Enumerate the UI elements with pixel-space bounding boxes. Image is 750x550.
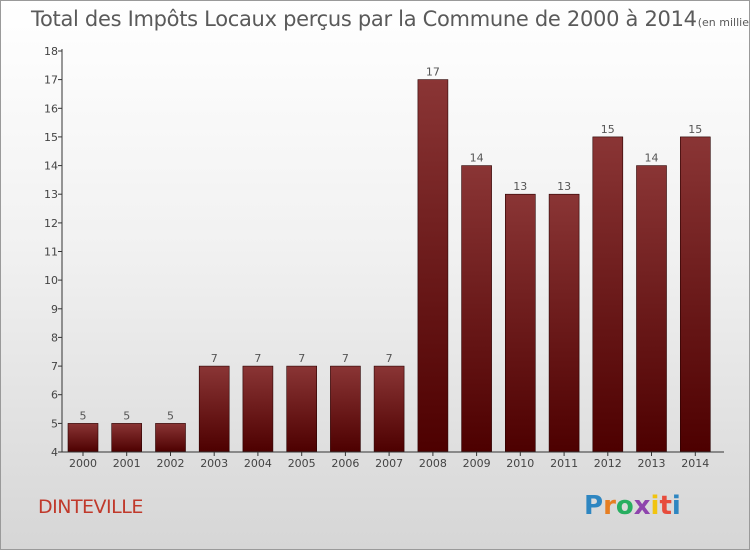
- y-tick-label-7: 7: [51, 360, 58, 373]
- data-label-2006: 7: [342, 352, 349, 365]
- logo-letter: r: [603, 491, 616, 521]
- bar-2000: [67, 423, 99, 453]
- x-tick-label-2003: 2003: [200, 457, 228, 470]
- bar-2010: [504, 193, 536, 453]
- chart-subtitle: (en milliers d'€): [697, 16, 749, 29]
- bar-2005: [286, 365, 318, 453]
- x-tick-label-2008: 2008: [419, 457, 447, 470]
- y-tick-label-9: 9: [51, 303, 58, 316]
- y-tick-label-11: 11: [44, 246, 58, 259]
- data-label-2007: 7: [386, 352, 393, 365]
- data-label-2012: 15: [601, 123, 615, 136]
- logo-letter: i: [650, 491, 660, 521]
- commune-name: DINTEVILLE: [38, 496, 143, 518]
- y-tick-label-6: 6: [51, 389, 58, 402]
- data-label-2004: 7: [254, 352, 261, 365]
- data-label-2008: 17: [426, 66, 440, 79]
- logo-letter: x: [633, 491, 651, 521]
- data-label-2013: 14: [645, 152, 659, 165]
- data-label-2005: 7: [298, 352, 305, 365]
- logo-letter: o: [615, 491, 634, 521]
- bar-2003: [198, 365, 230, 453]
- bar-2012: [592, 136, 624, 453]
- bar-2013: [636, 165, 667, 453]
- bar-2009: [461, 165, 492, 453]
- x-tick-label-2012: 2012: [594, 457, 622, 470]
- y-tick-label-5: 5: [51, 417, 58, 430]
- x-tick-label-2000: 2000: [69, 457, 97, 470]
- x-tick-label-2005: 2005: [288, 457, 316, 470]
- x-tick-label-2009: 2009: [463, 457, 491, 470]
- data-label-2009: 14: [470, 152, 484, 165]
- data-label-2003: 7: [211, 352, 218, 365]
- logo-letter: t: [659, 491, 672, 521]
- x-tick-label-2002: 2002: [157, 457, 185, 470]
- chart-title: Total des Impôts Locaux perçus par la Co…: [31, 7, 697, 31]
- y-tick-label-13: 13: [44, 188, 58, 201]
- y-tick-label-14: 14: [44, 160, 58, 173]
- y-tick-label-15: 15: [44, 131, 58, 144]
- logo-letter: i: [671, 491, 681, 521]
- x-tick-label-2011: 2011: [550, 457, 578, 470]
- x-tick-label-2013: 2013: [638, 457, 666, 470]
- x-tick-label-2004: 2004: [244, 457, 272, 470]
- data-label-2014: 15: [688, 123, 702, 136]
- bar-2011: [548, 193, 580, 453]
- y-tick-label-17: 17: [44, 74, 58, 87]
- y-tick-label-12: 12: [44, 217, 58, 230]
- y-tick-label-4: 4: [51, 446, 58, 459]
- y-tick-label-10: 10: [44, 274, 58, 287]
- logo-letter: P: [584, 491, 604, 521]
- x-tick-label-2010: 2010: [506, 457, 534, 470]
- bar-2006: [330, 365, 361, 453]
- x-tick-label-2001: 2001: [113, 457, 141, 470]
- bar-2007: [373, 365, 405, 453]
- data-label-2010: 13: [513, 180, 527, 193]
- x-tick-label-2007: 2007: [375, 457, 403, 470]
- bar-2008: [417, 79, 449, 453]
- bar-2002: [155, 423, 186, 453]
- x-tick-label-2006: 2006: [331, 457, 359, 470]
- data-label-2000: 5: [80, 409, 87, 422]
- y-tick-label-18: 18: [44, 45, 58, 58]
- bar-2001: [111, 423, 142, 453]
- axes-group: 2000 2001 2002 2003 2004 2005 2006 2007 2008 2009…: [44, 45, 724, 470]
- bar-2004: [242, 365, 274, 453]
- data-label-2011: 13: [557, 180, 571, 193]
- data-label-2002: 5: [167, 409, 174, 422]
- data-label-2001: 5: [123, 409, 130, 422]
- y-tick-label-8: 8: [51, 331, 58, 344]
- bars-group: 5 5 5 7 7 7 7 7 17 14 13 13 15 14 15: [67, 66, 711, 453]
- proxiti-logo: Proxiti: [584, 491, 681, 521]
- title-row: Total des Impôts Locaux perçus par la Co…: [31, 7, 749, 31]
- y-tick-label-16: 16: [44, 102, 58, 115]
- x-tick-label-2014: 2014: [681, 457, 709, 470]
- bar-2014: [679, 136, 711, 453]
